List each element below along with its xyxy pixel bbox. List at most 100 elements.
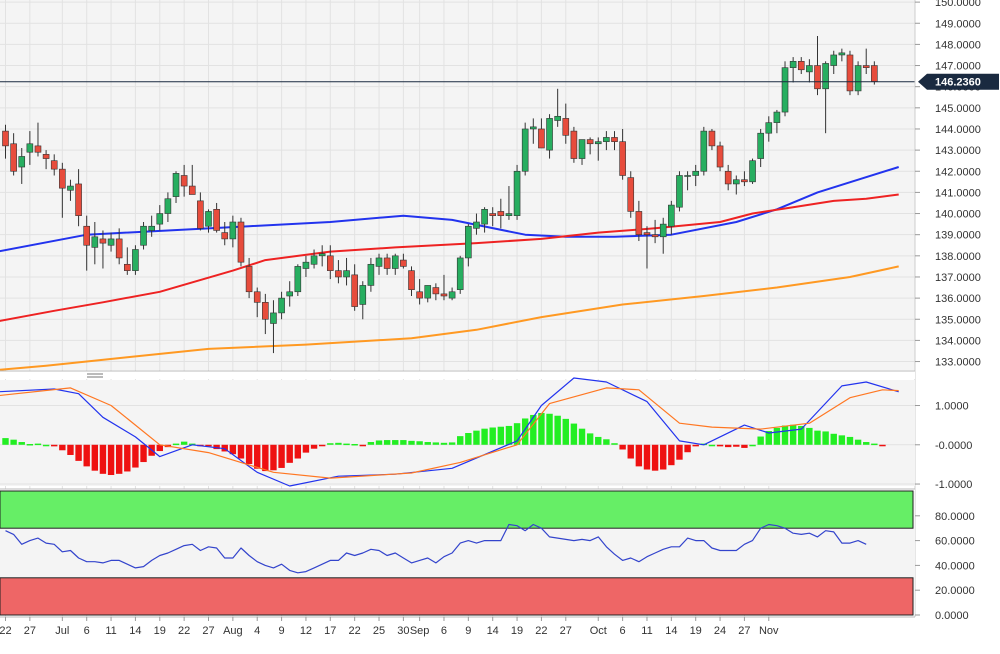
candle[interactable] xyxy=(440,274,448,301)
candle[interactable] xyxy=(383,253,391,275)
candle[interactable] xyxy=(538,118,545,149)
candle[interactable] xyxy=(197,192,204,231)
candle[interactable] xyxy=(351,264,358,311)
candle[interactable] xyxy=(164,192,172,222)
candle[interactable] xyxy=(2,124,9,159)
candle[interactable] xyxy=(765,116,773,142)
candle[interactable] xyxy=(343,257,350,286)
candle[interactable] xyxy=(586,137,594,155)
rsi-panel[interactable]: 80.0000 60.0000 40.0000 20.0000 0.0000 xyxy=(0,490,975,622)
candle[interactable] xyxy=(822,61,829,134)
candle[interactable] xyxy=(286,281,294,307)
candle[interactable] xyxy=(132,245,139,275)
candle[interactable] xyxy=(465,224,472,267)
candle[interactable] xyxy=(643,226,651,269)
candle[interactable] xyxy=(781,61,789,117)
candle[interactable] xyxy=(253,287,261,318)
candle[interactable] xyxy=(757,128,764,168)
candle[interactable] xyxy=(83,215,90,271)
candle[interactable] xyxy=(278,291,285,320)
candle[interactable] xyxy=(692,164,700,187)
candle[interactable] xyxy=(67,179,74,201)
candle[interactable] xyxy=(140,222,147,250)
candle[interactable] xyxy=(635,200,643,242)
candle[interactable] xyxy=(448,287,456,301)
candle[interactable] xyxy=(237,217,245,267)
candle[interactable] xyxy=(391,253,399,275)
candle[interactable] xyxy=(676,171,683,212)
candle[interactable] xyxy=(359,281,367,320)
candle[interactable] xyxy=(732,175,740,195)
candle[interactable] xyxy=(846,50,854,96)
candle[interactable] xyxy=(473,213,480,235)
candle[interactable] xyxy=(34,122,42,157)
candle[interactable] xyxy=(749,158,756,184)
candle[interactable] xyxy=(806,59,813,83)
candle[interactable] xyxy=(513,164,521,220)
candle[interactable] xyxy=(741,171,748,187)
candle[interactable] xyxy=(529,118,537,144)
candle[interactable] xyxy=(91,222,99,265)
candle[interactable] xyxy=(505,186,513,220)
candle[interactable] xyxy=(270,300,277,354)
candle[interactable] xyxy=(570,126,578,163)
candle[interactable] xyxy=(148,215,155,237)
candle[interactable] xyxy=(18,148,26,184)
candle[interactable] xyxy=(59,162,66,218)
candle[interactable] xyxy=(124,247,131,275)
candle[interactable] xyxy=(42,150,50,170)
candle[interactable] xyxy=(659,217,667,254)
candle[interactable] xyxy=(99,230,107,269)
candle[interactable] xyxy=(115,228,123,265)
candle[interactable] xyxy=(10,133,17,176)
candle[interactable] xyxy=(716,141,724,172)
candle[interactable] xyxy=(367,257,375,292)
candle[interactable] xyxy=(862,48,870,74)
candle[interactable] xyxy=(619,128,626,180)
candle[interactable] xyxy=(724,164,732,191)
candle[interactable] xyxy=(408,266,415,296)
candle[interactable] xyxy=(489,207,497,227)
panel-resize-handle[interactable] xyxy=(87,373,103,378)
candle[interactable] xyxy=(188,164,196,195)
candle[interactable] xyxy=(262,293,269,335)
candle[interactable] xyxy=(830,50,838,74)
candle[interactable] xyxy=(180,164,188,197)
candle[interactable] xyxy=(700,126,708,176)
candle[interactable] xyxy=(814,35,821,96)
candle[interactable] xyxy=(562,103,570,144)
candle[interactable] xyxy=(400,253,407,269)
candle[interactable] xyxy=(221,222,229,246)
candle[interactable] xyxy=(318,245,326,267)
candle[interactable] xyxy=(708,128,716,151)
candle[interactable] xyxy=(302,255,310,277)
candle[interactable] xyxy=(651,219,659,244)
candle[interactable] xyxy=(611,131,618,151)
oscillator-panel[interactable]: 1.0000 -0.0000 -1.0000 xyxy=(0,377,972,491)
candle[interactable] xyxy=(50,154,58,176)
candle[interactable] xyxy=(521,122,529,176)
candle[interactable] xyxy=(603,131,610,151)
candle[interactable] xyxy=(684,171,691,191)
candle[interactable] xyxy=(294,264,302,296)
candle[interactable] xyxy=(205,209,212,233)
candle[interactable] xyxy=(854,61,862,96)
candle[interactable] xyxy=(375,253,383,275)
candle[interactable] xyxy=(213,202,220,233)
candle[interactable] xyxy=(497,198,505,229)
candle[interactable] xyxy=(668,200,675,235)
candle[interactable] xyxy=(456,255,464,294)
candle[interactable] xyxy=(627,171,635,218)
candle[interactable] xyxy=(416,279,423,305)
candle[interactable] xyxy=(594,137,602,161)
candle[interactable] xyxy=(789,57,797,83)
candle[interactable] xyxy=(432,283,440,301)
candle[interactable] xyxy=(546,114,553,159)
candle[interactable] xyxy=(424,285,432,303)
candle[interactable] xyxy=(107,232,115,252)
candle[interactable] xyxy=(245,257,253,299)
candle[interactable] xyxy=(229,215,237,248)
candle[interactable] xyxy=(578,139,586,165)
